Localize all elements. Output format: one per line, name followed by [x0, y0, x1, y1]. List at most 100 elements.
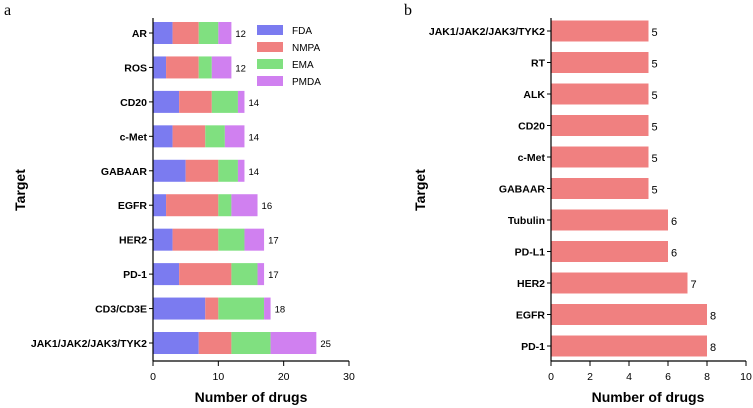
- category-label: EGFR: [118, 200, 148, 212]
- bar-6: [551, 209, 668, 231]
- bar-fda-2: [153, 90, 180, 113]
- x-tick-label: 10: [740, 371, 752, 383]
- panel-a-legend: FDA NMPA EMA PMDA: [257, 25, 321, 88]
- bar-7: [551, 241, 668, 262]
- bar-pmda-9: [270, 332, 317, 354]
- bar-pmda-6: [244, 228, 265, 251]
- bar-pmda-2: [237, 90, 245, 113]
- legend-swatch-ema: [257, 59, 283, 69]
- total-label: 14: [248, 132, 259, 143]
- total-label: 12: [235, 29, 246, 40]
- panel-b: b JAK1/JAK2/JAK3/TYK2 RT ALK CD20 c-Met GABAA…: [404, 2, 752, 405]
- legend-label: FDA: [292, 26, 312, 37]
- bar-9: [551, 304, 707, 325]
- bar-1: [551, 52, 649, 73]
- total-label: 17: [268, 270, 279, 281]
- bar-pmda-0: [218, 22, 232, 44]
- panel-b-bars: [551, 20, 707, 357]
- category-label: EGFR: [516, 310, 546, 322]
- bar-fda-4: [153, 159, 186, 182]
- total-label: 17: [268, 236, 279, 247]
- bar-nmpa-6: [172, 228, 219, 251]
- bar-ema-1: [198, 56, 212, 79]
- bar-ema-7: [231, 263, 258, 286]
- bar-pmda-8: [264, 297, 271, 320]
- x-tick-label: 0: [150, 371, 156, 383]
- panel-a-x-axis-title: Number of drugs: [195, 389, 308, 405]
- x-tick-label: 0: [548, 371, 554, 383]
- total-label: 25: [320, 339, 331, 350]
- total-label: 12: [235, 63, 246, 74]
- category-label: JAK1/JAK2/JAK3/TYK2: [31, 338, 147, 350]
- value-label: 5: [652, 90, 658, 102]
- category-label: CD20: [518, 121, 545, 133]
- legend-swatch-pmda: [257, 76, 283, 86]
- panel-b-label: b: [404, 2, 412, 19]
- x-tick-label: 30: [343, 371, 355, 383]
- x-tick-label: 10: [212, 371, 224, 383]
- value-label: 8: [710, 342, 716, 354]
- category-label: Tubulin: [508, 215, 545, 227]
- category-label: c-Met: [518, 152, 546, 164]
- bar-pmda-7: [257, 263, 265, 286]
- bar-nmpa-8: [205, 297, 219, 320]
- panel-a-category-labels: AR ROS CD20 c-Met GABAAR EGFR HER2 PD-1 CD3/CD3E…: [31, 28, 153, 350]
- bar-3: [551, 115, 649, 136]
- value-label: 5: [652, 27, 658, 39]
- category-label: GABAAR: [499, 184, 545, 196]
- bar-fda-0: [153, 22, 173, 44]
- value-label: 5: [652, 153, 658, 165]
- category-label: PD-L1: [515, 247, 545, 259]
- value-label: 5: [652, 59, 658, 71]
- panel-a-y-axis-title: Target: [12, 169, 28, 211]
- total-label: 14: [248, 167, 259, 178]
- bar-ema-5: [218, 194, 232, 217]
- bar-fda-5: [153, 194, 167, 217]
- panel-a-bars: [153, 22, 317, 354]
- bar-2: [551, 83, 649, 105]
- bar-5: [551, 178, 649, 199]
- bar-ema-2: [211, 90, 238, 113]
- category-label: ROS: [124, 62, 147, 74]
- value-label: 5: [652, 122, 658, 134]
- bar-ema-4: [218, 159, 238, 182]
- bar-nmpa-7: [179, 263, 232, 286]
- category-label: PD-1: [123, 269, 147, 281]
- bar-ema-6: [218, 228, 245, 251]
- legend-label: NMPA: [292, 43, 320, 54]
- panel-a-label: a: [4, 2, 11, 19]
- bar-nmpa-3: [172, 125, 206, 148]
- category-label: JAK1/JAK2/JAK3/TYK2: [429, 26, 545, 38]
- panel-b-x-ticks: 0 2 4 6 8 10: [548, 361, 752, 383]
- bar-ema-8: [218, 297, 265, 320]
- x-tick-label: 2: [587, 371, 593, 383]
- bar-nmpa-5: [166, 194, 219, 217]
- bar-fda-9: [153, 332, 199, 354]
- bar-nmpa-0: [172, 22, 199, 44]
- legend-label: EMA: [292, 60, 314, 71]
- panel-b-x-axis-title: Number of drugs: [592, 389, 705, 405]
- bar-pmda-5: [231, 194, 258, 217]
- bar-pmda-4: [237, 159, 245, 182]
- total-label: 14: [248, 98, 259, 109]
- panel-a-x-ticks: 0 10 20 30: [150, 361, 355, 383]
- bar-nmpa-4: [185, 159, 219, 182]
- bar-10: [551, 335, 707, 357]
- panel-b-y-axis-title: Target: [412, 169, 428, 211]
- x-tick-label: 20: [278, 371, 290, 383]
- panel-b-value-labels: 5 5 5 5 5 5 6 6 7 8 8: [652, 27, 717, 354]
- bar-ema-9: [231, 332, 271, 354]
- bar-pmda-3: [224, 125, 245, 148]
- panel-a: a AR ROS CD20 c-Met GABAAR EGFR HER2 PD-1 CD3/CD…: [4, 2, 355, 405]
- category-label: CD20: [120, 97, 147, 109]
- bar-0: [551, 20, 649, 42]
- bar-pmda-1: [211, 56, 232, 79]
- total-label: 18: [275, 305, 286, 316]
- bar-fda-3: [153, 125, 173, 148]
- x-tick-label: 4: [626, 371, 632, 383]
- category-label: GABAAR: [101, 166, 147, 178]
- bar-ema-3: [205, 125, 225, 148]
- bar-nmpa-1: [166, 56, 199, 79]
- category-label: HER2: [517, 278, 545, 290]
- bar-4: [551, 146, 649, 168]
